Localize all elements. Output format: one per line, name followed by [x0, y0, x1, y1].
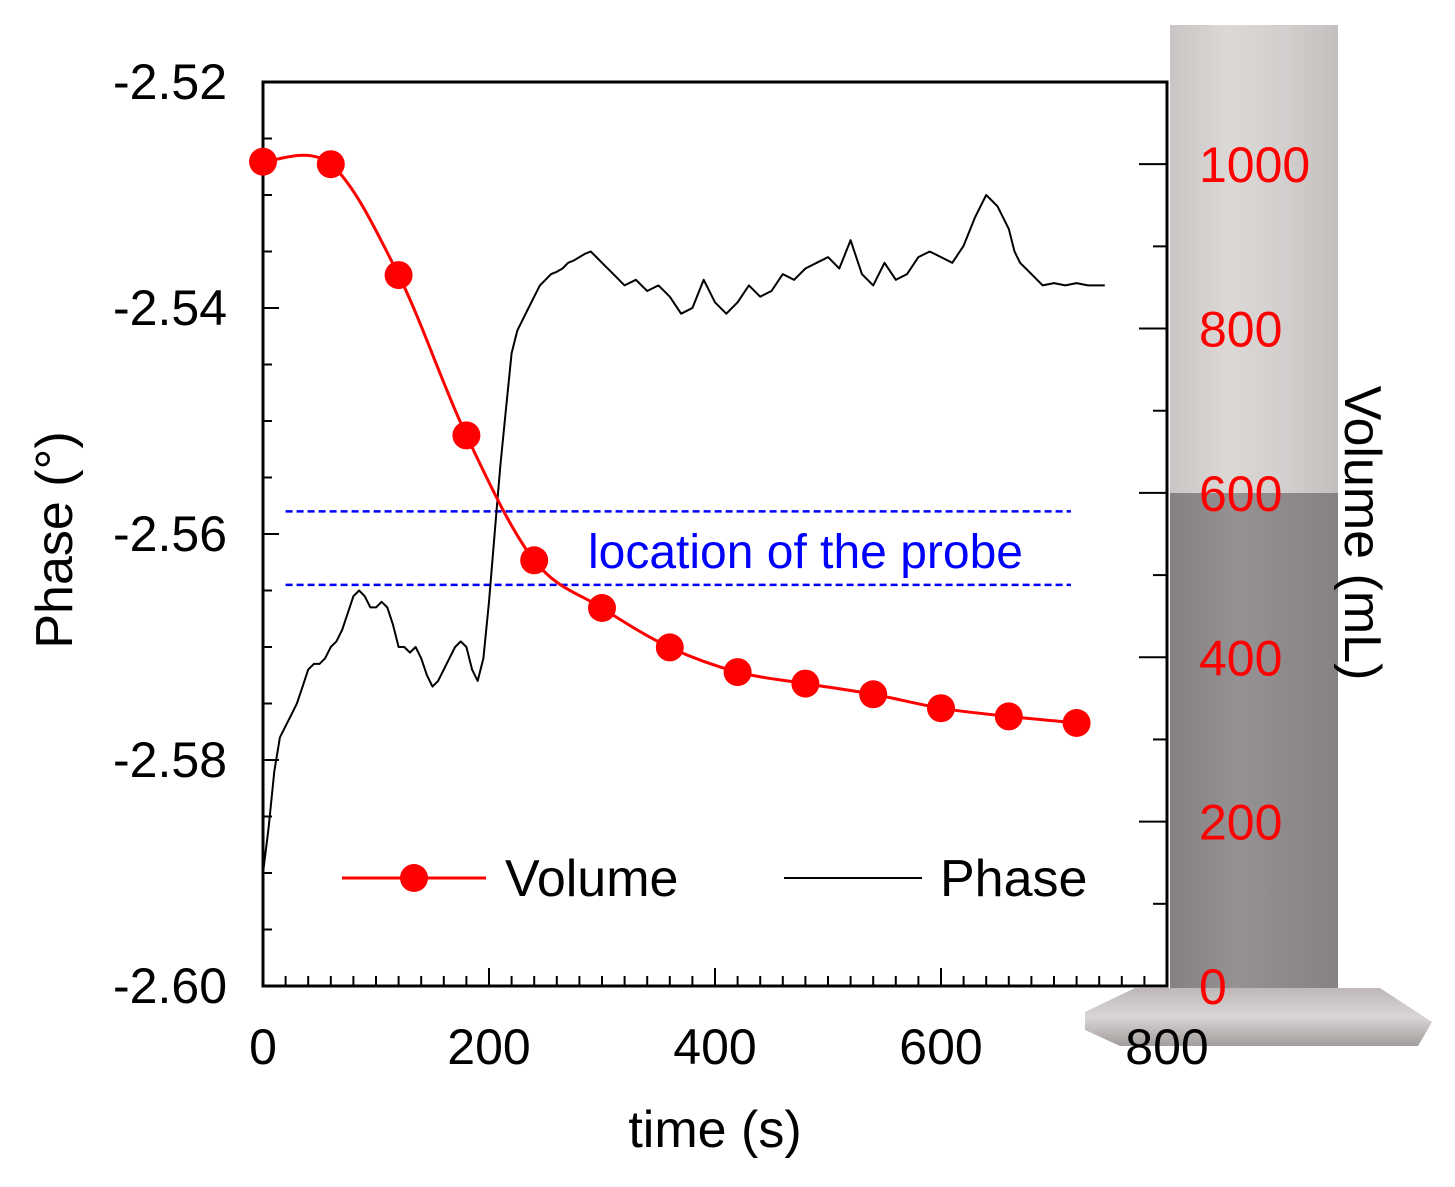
- y-tick-label: -2.58: [113, 732, 227, 788]
- legend: Volume Phase: [342, 850, 1087, 908]
- volume-marker: [994, 702, 1023, 731]
- x-tick-label: 400: [673, 1019, 756, 1075]
- cylinder-liquid: [1170, 493, 1338, 1010]
- phase-series: [262, 194, 1105, 874]
- x-tick-label: 800: [1125, 1019, 1208, 1075]
- cylinder-base: [1085, 988, 1432, 1046]
- volume-marker: [859, 680, 888, 709]
- volume-marker: [791, 669, 820, 698]
- y2-axis-title: Volume (mL): [1333, 386, 1391, 681]
- y2-tick-label: 600: [1199, 466, 1282, 522]
- volume-series: [249, 147, 1091, 737]
- ticks-layer: [262, 81, 1168, 987]
- x-tick-label: 600: [899, 1019, 982, 1075]
- volume-marker: [384, 261, 413, 290]
- y-tick-label: -2.52: [113, 54, 227, 110]
- y-axis-title: Phase (°): [26, 431, 84, 648]
- volume-marker: [249, 147, 277, 176]
- volume-marker: [520, 546, 549, 575]
- tick-labels-layer: -2.52-2.54-2.56-2.58-2.600 200 400 600 80002…: [113, 54, 1310, 1075]
- x-tick-label: 200: [447, 1019, 530, 1075]
- graduated-cylinder-image: [1085, 25, 1432, 1046]
- x-tick-label: 0: [249, 1019, 277, 1075]
- probe-annotation: [285, 510, 1071, 587]
- volume-marker: [655, 633, 684, 662]
- legend-phase-label: Phase: [940, 850, 1087, 908]
- y-tick-label: -2.56: [113, 506, 227, 562]
- y2-tick-label: 800: [1199, 302, 1282, 358]
- y-tick-label: -2.60: [113, 958, 227, 1014]
- x-axis-title: time (s): [628, 1101, 801, 1159]
- volume-marker: [452, 421, 481, 450]
- volume-marker: [723, 658, 752, 687]
- y-tick-label: -2.54: [113, 280, 227, 336]
- volume-marker: [316, 150, 345, 179]
- probe-location-label: location of the probe: [588, 526, 1023, 579]
- y2-tick-label: 400: [1199, 630, 1282, 686]
- y2-tick-label: 200: [1199, 795, 1282, 851]
- legend-volume-marker: [400, 864, 428, 892]
- volume-marker: [927, 694, 955, 723]
- volume-marker: [1062, 709, 1091, 737]
- volume-marker: [588, 594, 616, 622]
- legend-volume-label: Volume: [505, 850, 678, 908]
- y2-tick-label: 1000: [1199, 137, 1310, 193]
- y2-tick-label: 0: [1199, 959, 1227, 1015]
- phase-line: [262, 194, 1105, 874]
